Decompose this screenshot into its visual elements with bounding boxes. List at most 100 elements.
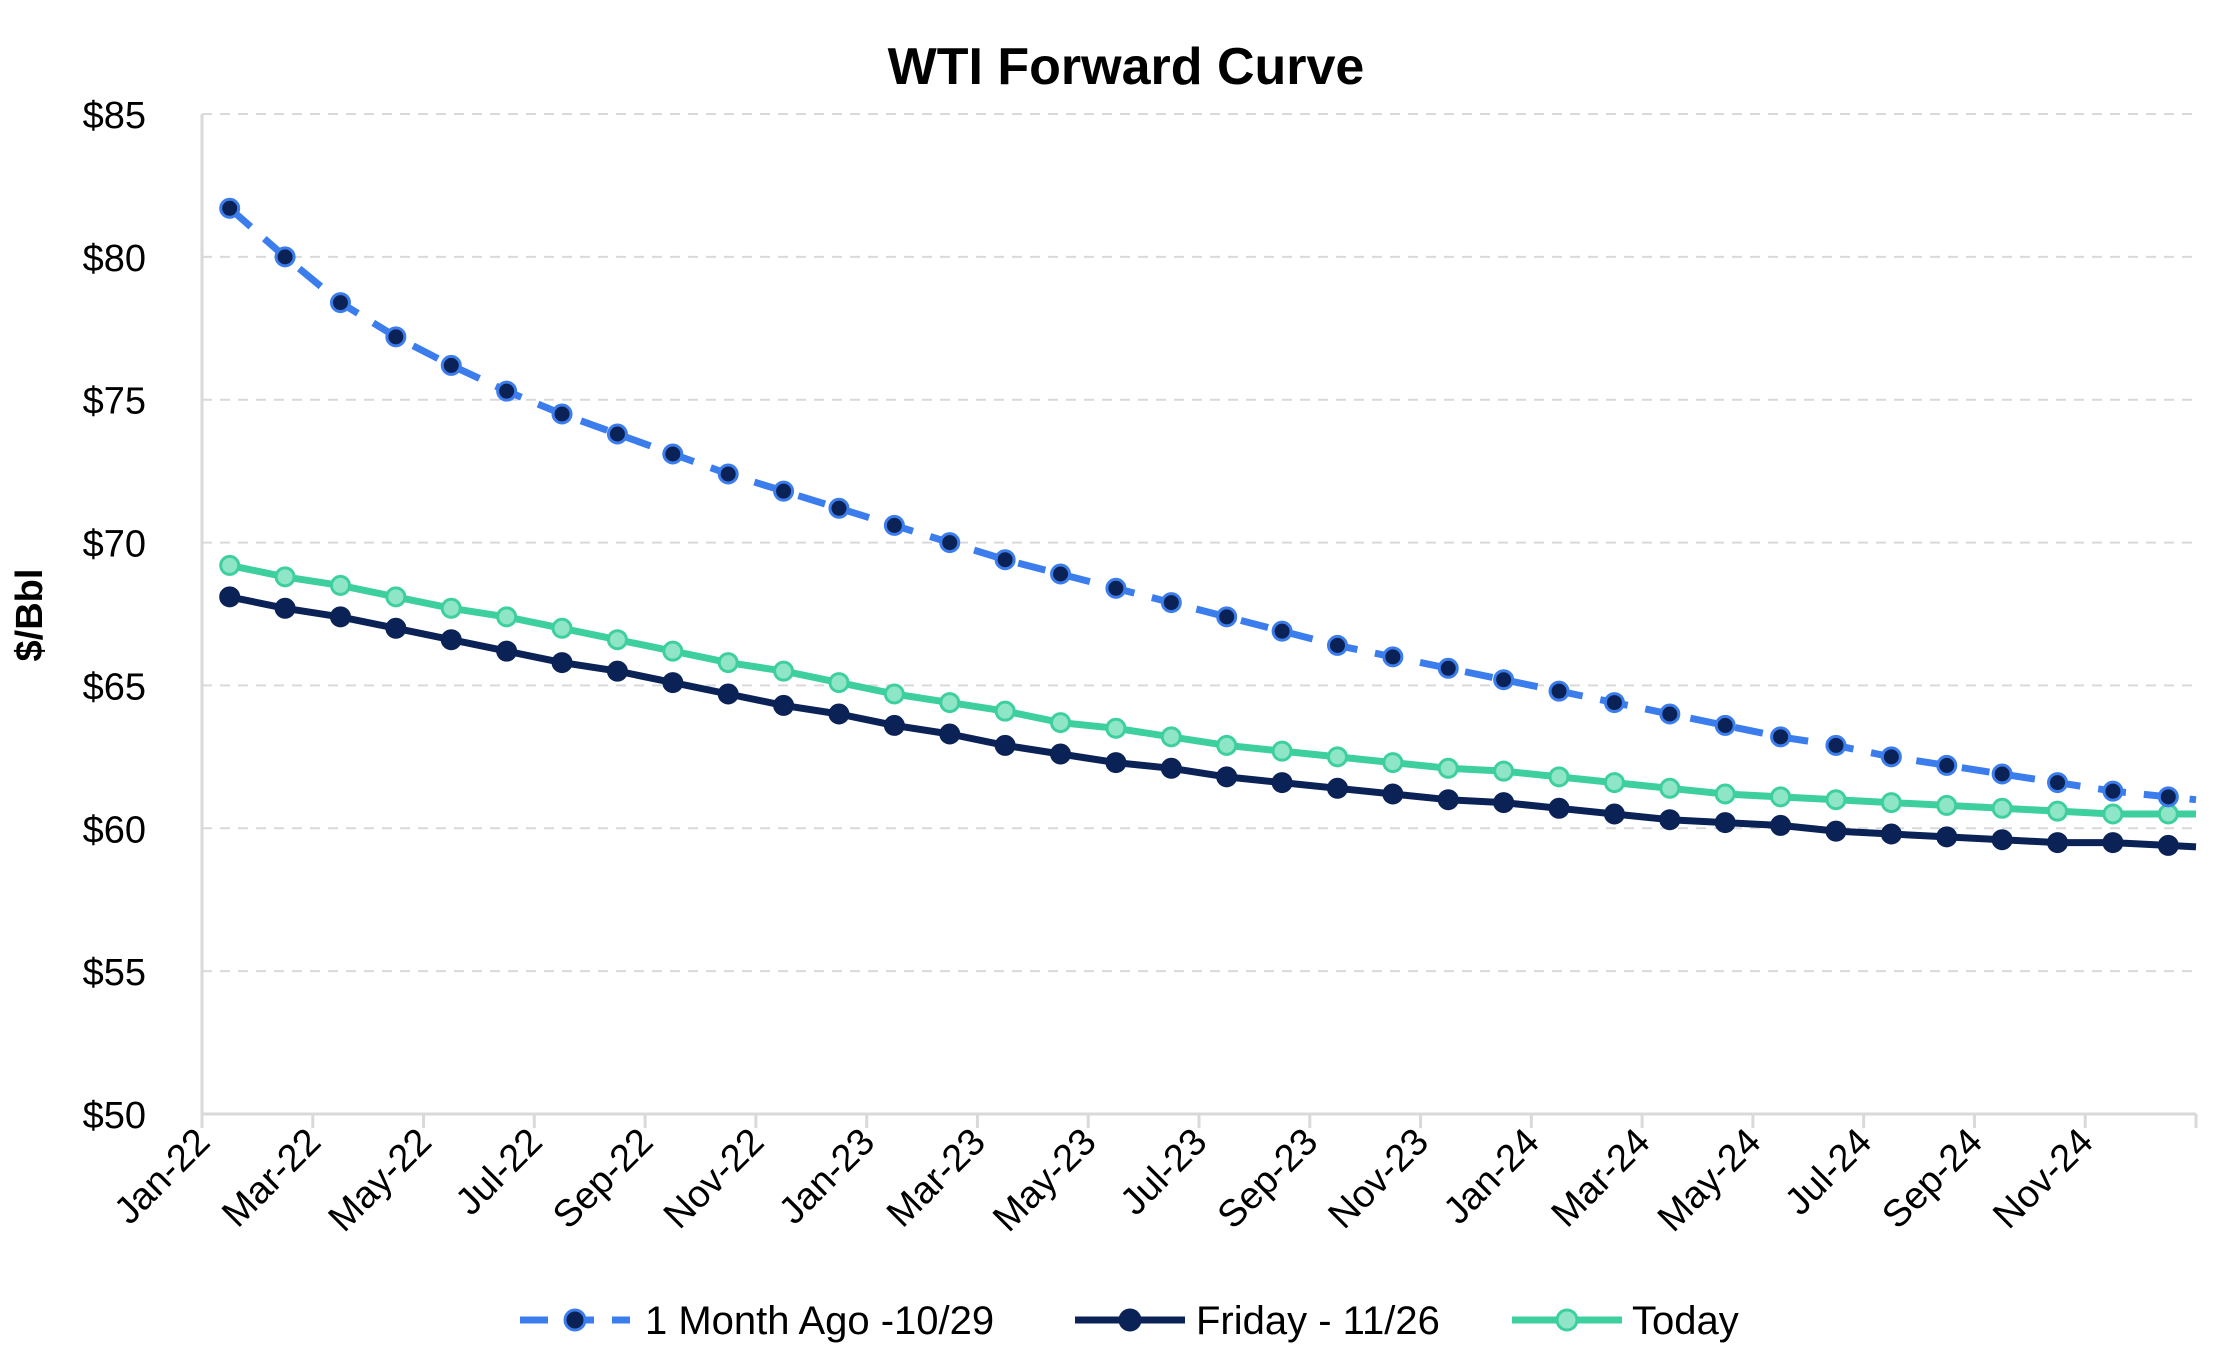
- series-point-1: [717, 683, 739, 705]
- series-point-1: [2102, 832, 2124, 854]
- x-tick-label: Jul-23: [1112, 1121, 1215, 1224]
- series-point-1: [1105, 752, 1127, 774]
- series-point-0: [2102, 780, 2124, 802]
- x-tick-label: Jan-24: [1436, 1121, 1548, 1233]
- series-point-0: [1714, 714, 1736, 736]
- series-point-0: [329, 292, 351, 314]
- series-point-2: [1437, 757, 1459, 779]
- series-point-1: [2047, 832, 2069, 854]
- series-point-1: [1770, 814, 1792, 836]
- series-point-0: [385, 326, 407, 348]
- x-tick-label: Sep-24: [1874, 1121, 1990, 1237]
- series-markers: [219, 197, 2179, 856]
- series-point-2: [828, 672, 850, 694]
- series-point-1: [2157, 834, 2179, 856]
- series-point-0: [1493, 669, 1515, 691]
- series-point-0: [1659, 703, 1681, 725]
- x-tick-label: May-24: [1650, 1121, 1769, 1240]
- y-tick-label: $85: [83, 95, 146, 137]
- series-point-1: [1271, 772, 1293, 794]
- series-point-0: [1603, 692, 1625, 714]
- series-point-2: [1160, 726, 1182, 748]
- legend-marker-0: [563, 1308, 587, 1332]
- series-point-1: [1825, 820, 1847, 842]
- x-tick-label: Nov-23: [1321, 1121, 1437, 1237]
- x-tick-label: Sep-22: [545, 1121, 661, 1237]
- series-point-0: [994, 549, 1016, 571]
- series-point-0: [1770, 726, 1792, 748]
- series-point-0: [939, 532, 961, 554]
- series-point-2: [496, 606, 518, 628]
- legend-marker-2: [1555, 1308, 1579, 1332]
- y-tick-label: $80: [83, 238, 146, 280]
- series-point-1: [219, 586, 241, 608]
- series-point-1: [1160, 757, 1182, 779]
- series-point-1: [1216, 766, 1238, 788]
- y-tick-labels: $85 $80 $75 $70 $65 $60 $55 $50: [83, 95, 146, 1137]
- y-tick-label: $75: [83, 381, 146, 423]
- series-point-2: [939, 692, 961, 714]
- series-point-2: [274, 566, 296, 588]
- series-point-0: [1160, 592, 1182, 614]
- legend-label-2: Today: [1632, 1299, 1739, 1343]
- series-point-1: [1493, 792, 1515, 814]
- series-point-1: [329, 606, 351, 628]
- series-point-1: [1382, 783, 1404, 805]
- series-point-1: [1326, 777, 1348, 799]
- axes: [200, 114, 2198, 1128]
- series-point-2: [1493, 760, 1515, 782]
- gridlines: [202, 113, 2196, 973]
- series-line-1: [228, 593, 2197, 851]
- series-point-1: [440, 629, 462, 651]
- series-point-2: [1050, 712, 1072, 734]
- y-tick-label: $65: [83, 666, 146, 708]
- series-point-2: [2157, 803, 2179, 825]
- series-point-1: [773, 694, 795, 716]
- series-point-1: [1991, 829, 2013, 851]
- series-point-0: [1548, 680, 1570, 702]
- chart-title: WTI Forward Curve: [888, 38, 1365, 96]
- series-point-2: [1105, 717, 1127, 739]
- series-point-2: [1603, 772, 1625, 794]
- series-point-0: [440, 354, 462, 376]
- series-point-1: [1548, 797, 1570, 819]
- y-tick-label: $70: [83, 524, 146, 566]
- series-point-2: [219, 554, 241, 576]
- series-point-1: [994, 734, 1016, 756]
- series-point-2: [1548, 766, 1570, 788]
- series-point-1: [662, 672, 684, 694]
- series-point-0: [773, 480, 795, 502]
- series-point-0: [1936, 754, 1958, 776]
- series-point-0: [1216, 606, 1238, 628]
- series-point-1: [1714, 812, 1736, 834]
- series-point-2: [1216, 734, 1238, 756]
- x-tick-label: Mar-23: [879, 1121, 994, 1236]
- x-tick-label: May-22: [321, 1121, 440, 1240]
- series-point-2: [2102, 803, 2124, 825]
- series-point-2: [1714, 783, 1736, 805]
- x-tick-label: Sep-23: [1210, 1121, 1326, 1237]
- series-point-2: [883, 683, 905, 705]
- series-point-1: [1880, 823, 1902, 845]
- series-point-2: [662, 640, 684, 662]
- series-point-1: [274, 597, 296, 619]
- series-point-2: [1770, 786, 1792, 808]
- y-axis-label: $/Bbl: [9, 569, 51, 662]
- series-point-2: [606, 629, 628, 651]
- series-point-0: [2157, 786, 2179, 808]
- series-point-2: [1991, 797, 2013, 819]
- legend: 1 Month Ago -10/29 Friday - 11/26 Today: [520, 1299, 1739, 1343]
- series-point-1: [551, 652, 573, 674]
- series-point-0: [2047, 772, 2069, 794]
- series-point-0: [883, 514, 905, 536]
- series-point-2: [994, 700, 1016, 722]
- legend-label-1: Friday - 11/26: [1196, 1299, 1440, 1343]
- x-tick-label: Mar-22: [214, 1121, 329, 1236]
- series-point-2: [385, 586, 407, 608]
- series-point-0: [1880, 746, 1902, 768]
- series-point-0: [1382, 646, 1404, 668]
- y-tick-label: $50: [83, 1095, 146, 1137]
